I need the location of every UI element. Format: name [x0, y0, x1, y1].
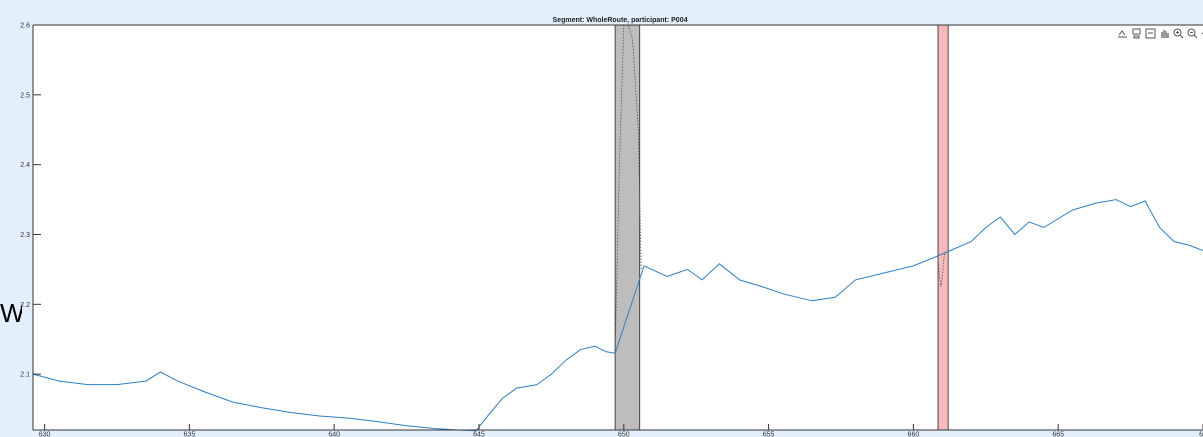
x-tick-label: 640	[328, 432, 340, 437]
x-tick-label: 645	[473, 432, 485, 437]
x-tick-label: 665	[1052, 432, 1064, 437]
x-tick-label: 655	[763, 432, 775, 437]
stray-text: W	[0, 300, 22, 326]
y-tick-label: 2.2	[20, 302, 30, 309]
x-tick-label: 660	[908, 432, 920, 437]
series-group	[32, 24, 1203, 432]
y-tick-label: 2.4	[20, 162, 30, 169]
shaded-region	[937, 24, 949, 431]
y-tick-label: 2.5	[20, 92, 30, 99]
x-tick-label: 650	[618, 432, 630, 437]
y-tick-label: 2.3	[20, 232, 30, 239]
series-line-dotted	[937, 251, 946, 287]
shaded-region	[614, 24, 641, 431]
y-axis-ticks: 2.1 2.2 2.3 2.4 2.5 2.6	[20, 23, 41, 379]
datatip-icon[interactable]	[1144, 27, 1157, 40]
y-tick-label: 2.6	[20, 23, 30, 30]
series-line-main	[32, 199, 1203, 432]
export-icon[interactable]	[1116, 27, 1129, 40]
x-axis-ticks: 630 635 640 645 650 655 660 665 67	[39, 424, 1203, 437]
zoom-in-icon[interactable]	[1172, 27, 1185, 40]
brush-icon[interactable]	[1130, 27, 1143, 40]
chart-title: Segment: WholeRoute, participant: P004	[553, 17, 688, 24]
x-tick-label: 630	[39, 432, 51, 437]
y-tick-label: 2.1	[20, 372, 30, 379]
series-line-dotted	[614, 24, 642, 354]
pan-icon[interactable]	[1158, 27, 1171, 40]
axes	[32, 24, 1203, 431]
x-tick-label: 67	[1199, 432, 1203, 437]
x-tick-label: 635	[184, 432, 196, 437]
shaded-regions	[614, 24, 949, 431]
zoom-out-icon[interactable]	[1186, 27, 1199, 40]
axes-toolbar	[1116, 26, 1203, 40]
